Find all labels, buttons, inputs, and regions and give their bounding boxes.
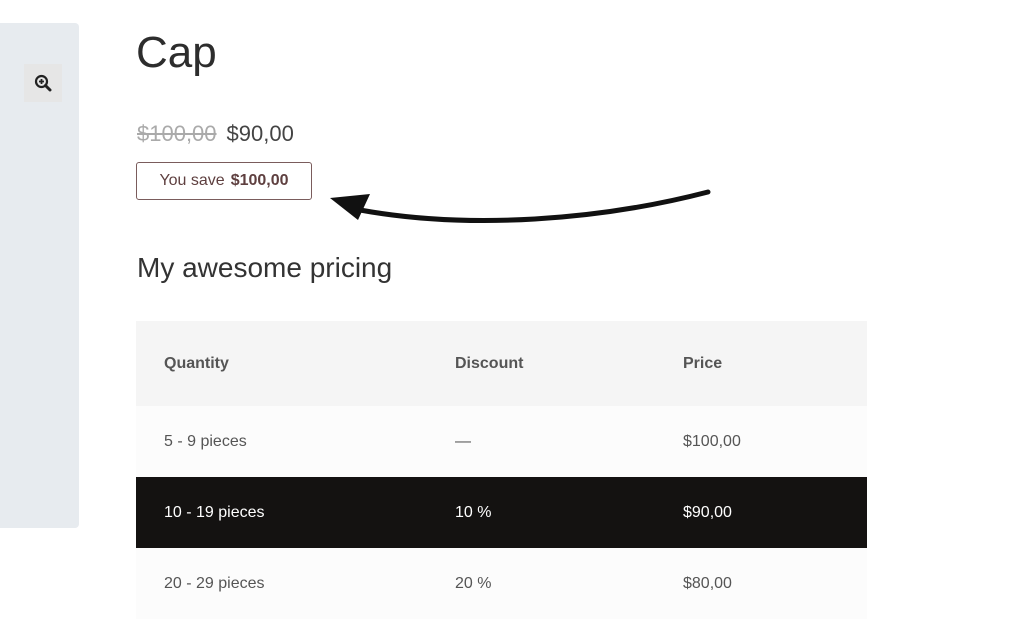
regular-price: $100,00 xyxy=(137,121,217,146)
sale-price: $90,00 xyxy=(226,121,294,146)
column-header-price: Price xyxy=(655,321,867,406)
zoom-in-icon xyxy=(34,74,52,92)
pricing-table: Quantity Discount Price 5 - 9 pieces — $10… xyxy=(136,321,867,619)
quantity-cell: 20 - 29 pieces xyxy=(136,548,455,619)
price-cell: $90,00 xyxy=(655,477,867,548)
table-row-active: 10 - 19 pieces 10 % $90,00 xyxy=(136,477,867,548)
quantity-cell: 5 - 9 pieces xyxy=(136,406,455,477)
discount-cell: 20 % xyxy=(455,548,655,619)
zoom-button[interactable] xyxy=(24,64,62,102)
annotation-arrow-icon xyxy=(330,189,711,223)
price-cell: $80,00 xyxy=(655,548,867,619)
discount-cell: — xyxy=(455,406,655,477)
product-title: Cap xyxy=(136,28,217,77)
table-row: 5 - 9 pieces — $100,00 xyxy=(136,406,867,477)
savings-label: You save xyxy=(159,172,225,189)
column-header-quantity: Quantity xyxy=(136,321,455,406)
savings-badge: You save $100,00 xyxy=(136,162,312,200)
savings-amount: $100,00 xyxy=(230,172,289,189)
price-cell: $100,00 xyxy=(655,406,867,477)
price: $100,00 $90,00 xyxy=(137,121,294,147)
quantity-cell: 10 - 19 pieces xyxy=(136,477,455,548)
pricing-heading: My awesome pricing xyxy=(137,252,393,283)
table-row: 20 - 29 pieces 20 % $80,00 xyxy=(136,548,867,619)
table-header-row: Quantity Discount Price xyxy=(136,321,867,406)
discount-cell: 10 % xyxy=(455,477,655,548)
product-gallery xyxy=(0,23,79,528)
column-header-discount: Discount xyxy=(455,321,655,406)
